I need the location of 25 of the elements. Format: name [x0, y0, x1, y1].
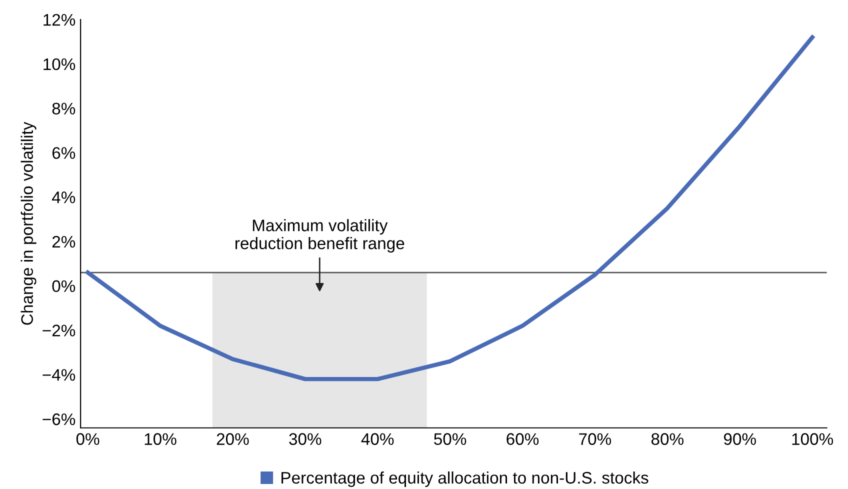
y-axis-title: Change in portfolio volatility: [20, 122, 36, 325]
x-tick-label: 60%: [506, 433, 539, 445]
y-tick-label: 6%: [52, 147, 76, 159]
legend-label: Percentage of equity allocation to non-U.S. stocks: [282, 471, 648, 487]
x-tick-label: 90%: [724, 433, 756, 445]
y-tick-label: 12%: [44, 14, 76, 26]
y-tick-label: 10%: [44, 58, 76, 70]
annotation: Maximum volatility reduction benefit range: [236, 219, 404, 253]
y-tick-label: −2%: [42, 324, 76, 336]
x-tick-label: 50%: [434, 433, 466, 445]
x-tick-label: 80%: [651, 433, 684, 445]
x-tick-label: 10%: [144, 433, 176, 445]
x-tick-label: 70%: [579, 433, 612, 445]
x-tick-label: 30%: [289, 433, 322, 445]
y-tick-label: −6%: [42, 413, 76, 426]
x-tick-label: 40%: [361, 433, 394, 445]
x-tick-label: 0%: [76, 433, 100, 445]
y-tick-label: −4%: [42, 369, 76, 381]
x-tick-label: 100%: [792, 433, 834, 445]
y-tick-label: 4%: [52, 192, 76, 204]
x-tick-label: 20%: [216, 433, 249, 445]
y-tick-label: 8%: [52, 102, 76, 115]
line-series: [86, 35, 814, 382]
y-tick-label: 2%: [52, 236, 76, 248]
y-tick-label: 0%: [52, 280, 76, 292]
